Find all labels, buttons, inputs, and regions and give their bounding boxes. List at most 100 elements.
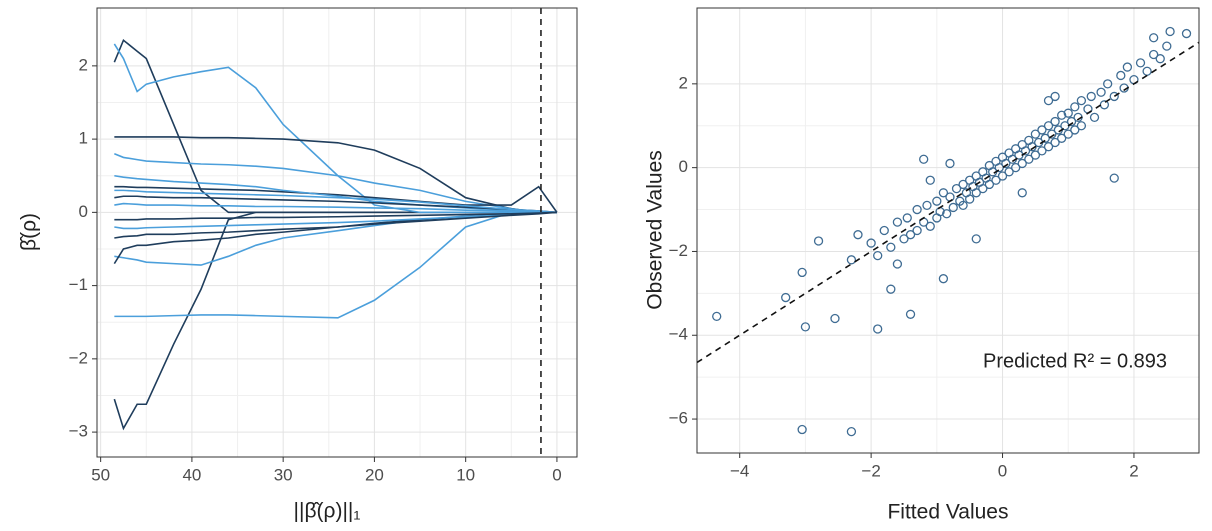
x-tick-label: 30 (274, 465, 293, 484)
point (945, 158, 955, 169)
path-line (114, 211, 557, 239)
point (905, 230, 916, 240)
point (1043, 142, 1054, 152)
x-tick-label: 0 (552, 465, 561, 484)
point (1109, 91, 1119, 102)
point (797, 424, 807, 435)
point (781, 292, 791, 303)
x-tick-label: −4 (730, 461, 749, 480)
point (1076, 95, 1087, 106)
plot-area (113, 8, 558, 457)
point (1030, 150, 1041, 160)
panel-border (96, 7, 578, 458)
path-line (113, 211, 557, 265)
point (938, 274, 949, 284)
path-line (114, 211, 557, 230)
path-line (113, 211, 557, 431)
point (1122, 62, 1133, 72)
point (1086, 91, 1096, 102)
point (1050, 116, 1060, 127)
point (1020, 146, 1031, 156)
y-tick-label: 0 (79, 202, 88, 221)
point (1043, 95, 1054, 106)
point (1181, 28, 1192, 39)
point (873, 250, 883, 261)
point (902, 213, 912, 223)
point (971, 234, 981, 244)
point (925, 221, 935, 231)
point (942, 209, 952, 219)
point (1017, 158, 1027, 169)
y-tick-label: −4 (669, 325, 688, 344)
point (886, 242, 896, 252)
x-tick-label: 20 (365, 465, 384, 484)
path-line (114, 202, 557, 214)
point (1109, 173, 1119, 183)
y-tick-label: 1 (79, 129, 88, 148)
reference-line (697, 41, 1199, 364)
point (1162, 41, 1172, 51)
point (978, 183, 988, 194)
point (1011, 162, 1021, 173)
point (984, 179, 995, 190)
point (991, 175, 1001, 185)
point (797, 267, 807, 278)
point (922, 200, 932, 211)
point (994, 162, 1004, 173)
x-tick-label: 0 (998, 461, 1007, 480)
point (1116, 70, 1126, 81)
x-tick-label: 10 (456, 465, 475, 484)
y-axis-title: β̂(ρ) (18, 213, 41, 251)
point (892, 217, 903, 227)
point (958, 179, 968, 190)
path-line (113, 43, 557, 214)
point (1037, 125, 1047, 135)
point (912, 225, 922, 236)
path-line (114, 211, 557, 319)
point (892, 259, 903, 269)
point (800, 322, 811, 332)
point (813, 236, 824, 246)
path-line (114, 211, 557, 266)
point (925, 175, 935, 185)
path-line (114, 211, 557, 221)
point (1063, 108, 1073, 118)
y-tick-label: −1 (69, 275, 88, 294)
point (1047, 129, 1057, 139)
point (1040, 133, 1050, 143)
point (886, 284, 896, 294)
x-axis-title: ||β̂(ρ)||₁ (294, 500, 361, 523)
panel-border (696, 7, 1200, 454)
y-tick-label: −2 (69, 348, 88, 367)
point (1089, 112, 1100, 123)
path-line (114, 189, 557, 214)
point (1149, 49, 1159, 60)
point (879, 225, 889, 236)
point (1017, 188, 1027, 198)
point (873, 324, 883, 334)
annotation: Predicted R² = 0.893 (983, 350, 1167, 372)
x-tick-label: 2 (1129, 461, 1138, 480)
y-tick-label: −6 (669, 409, 688, 428)
point (1004, 167, 1014, 177)
point (846, 255, 857, 265)
point (912, 204, 922, 215)
y-tick-label: 2 (79, 55, 88, 74)
x-tick-label: −2 (861, 461, 880, 480)
y-tick-label: 2 (679, 73, 688, 92)
point (1149, 33, 1159, 43)
point (853, 230, 863, 240)
point (1066, 116, 1077, 127)
point (1024, 154, 1034, 164)
point (1155, 54, 1165, 64)
point (1070, 102, 1080, 112)
y-tick-label: −3 (69, 422, 88, 441)
path-line (114, 136, 557, 214)
point (971, 188, 981, 198)
point (1135, 58, 1146, 68)
point (1037, 146, 1047, 156)
point (1001, 158, 1011, 169)
point (1057, 110, 1067, 120)
point (1063, 129, 1073, 139)
